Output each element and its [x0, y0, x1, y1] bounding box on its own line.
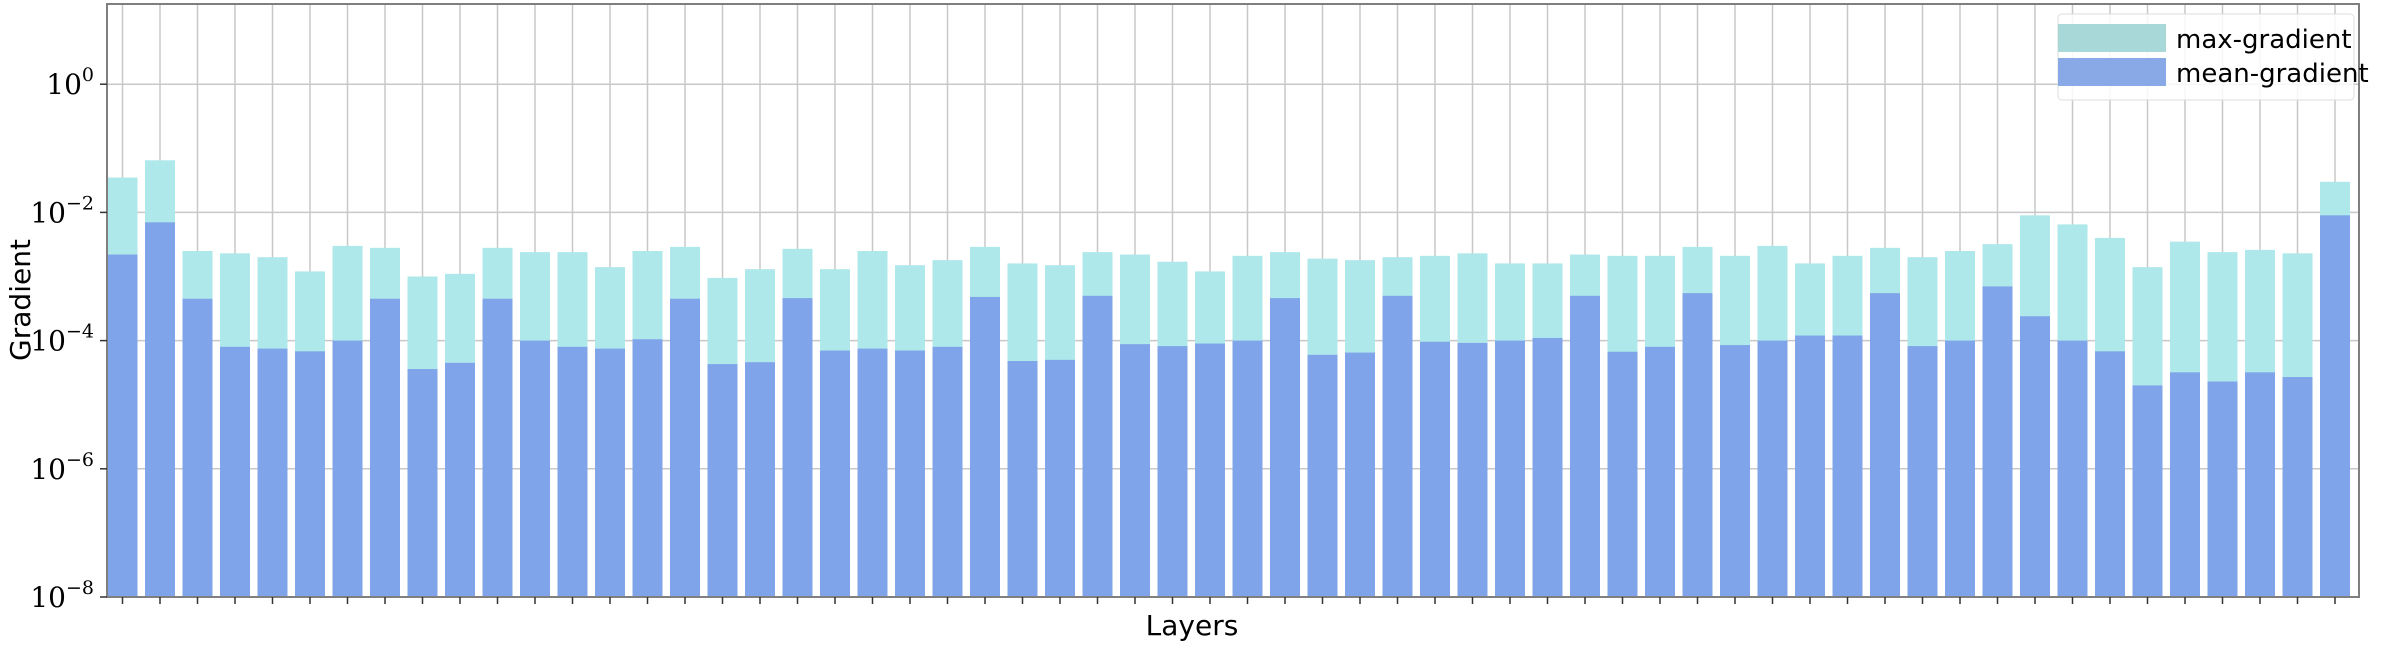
y-tick-label: 10−8: [30, 577, 94, 614]
bar-mean-gradient-41: [1607, 351, 1638, 597]
y-tick-label: 10−4: [30, 321, 94, 358]
bar-mean-gradient-48: [1870, 293, 1900, 597]
bar-mean-gradient-8: [370, 298, 400, 597]
bar-mean-gradient-25: [1007, 361, 1038, 597]
bar-mean-gradient-1: [107, 254, 138, 597]
bar-mean-gradient-16: [670, 298, 700, 597]
bar-mean-gradient-46: [1795, 335, 1825, 597]
bar-mean-gradient-60: [2320, 215, 2350, 597]
bar-mean-gradient-53: [2057, 340, 2088, 597]
x-axis-label: Layers: [1146, 609, 1239, 642]
bar-mean-gradient-7: [332, 340, 363, 597]
bar-mean-gradient-32: [1270, 298, 1300, 597]
bar-mean-gradient-22: [895, 350, 925, 597]
y-axis-label: Gradient: [4, 239, 37, 361]
y-axis-ticks: 100 10−2 10−4 10−6 10−8: [30, 64, 107, 614]
bar-mean-gradient-43: [1682, 293, 1713, 597]
bar-mean-gradient-17: [707, 364, 738, 597]
legend-label-mean-gradient: mean-gradient: [2176, 59, 2369, 89]
bar-mean-gradient-39: [1532, 337, 1563, 597]
bar-mean-gradient-33: [1307, 354, 1338, 597]
bar-mean-gradient-36: [1420, 341, 1450, 597]
bar-mean-gradient-51: [1982, 286, 2013, 597]
bar-mean-gradient-29: [1157, 346, 1188, 597]
bar-mean-gradient-42: [1645, 346, 1675, 597]
bar-mean-gradient-14: [595, 348, 625, 597]
bar-mean-gradient-30: [1195, 343, 1225, 597]
bar-mean-gradient-27: [1082, 295, 1113, 597]
bar-mean-gradient-6: [295, 351, 325, 597]
bar-mean-gradient-55: [2132, 385, 2163, 597]
bar-mean-gradient-15: [632, 339, 663, 597]
bar-mean-gradient-3: [182, 298, 213, 597]
bar-mean-gradient-40: [1570, 295, 1600, 597]
bar-mean-gradient-11: [482, 298, 513, 597]
bar-mean-gradient-35: [1382, 295, 1413, 597]
bar-mean-gradient-5: [257, 348, 288, 597]
bar-mean-gradient-31: [1232, 340, 1263, 597]
legend-swatch-mean-gradient: [2058, 58, 2166, 86]
y-tick-label: 10−6: [30, 449, 94, 486]
bar-mean-gradient-56: [2170, 372, 2200, 597]
y-tick-label: 100: [46, 64, 94, 101]
bar-mean-gradient-34: [1345, 352, 1375, 597]
bar-mean-gradient-58: [2245, 372, 2275, 597]
bar-mean-gradient-10: [445, 362, 475, 597]
bar-mean-gradient-24: [970, 296, 1000, 597]
bar-mean-gradient-13: [557, 346, 588, 597]
bar-mean-gradient-37: [1457, 342, 1488, 597]
bar-mean-gradient-50: [1945, 340, 1975, 597]
bar-mean-gradient-18: [745, 362, 775, 597]
legend: max-gradient mean-gradient: [2057, 13, 2369, 101]
bars-group: [107, 160, 2350, 598]
bar-mean-gradient-54: [2095, 351, 2125, 597]
bar-mean-gradient-9: [407, 369, 438, 597]
bar-mean-gradient-12: [520, 340, 550, 597]
legend-label-max-gradient: max-gradient: [2176, 25, 2352, 55]
bar-mean-gradient-59: [2282, 377, 2313, 597]
bar-mean-gradient-23: [932, 346, 963, 597]
bar-mean-gradient-45: [1757, 340, 1788, 597]
bar-mean-gradient-44: [1720, 345, 1750, 597]
legend-swatch-max-gradient: [2058, 24, 2166, 52]
bar-mean-gradient-2: [145, 222, 175, 597]
bar-mean-gradient-21: [857, 348, 888, 597]
bar-mean-gradient-4: [220, 346, 250, 597]
bar-mean-gradient-28: [1120, 344, 1150, 597]
bar-mean-gradient-20: [820, 350, 850, 597]
bar-mean-gradient-38: [1495, 340, 1525, 597]
bar-mean-gradient-26: [1045, 359, 1075, 597]
bar-mean-gradient-47: [1832, 335, 1863, 597]
plot-frame: [106, 3, 2360, 598]
y-tick-label: 10−2: [30, 192, 94, 229]
bar-mean-gradient-52: [2020, 316, 2050, 597]
bar-mean-gradient-19: [782, 298, 813, 597]
x-tick-marks: [121, 597, 2336, 604]
bar-mean-gradient-49: [1907, 346, 1938, 597]
bar-mean-gradient-57: [2207, 381, 2238, 597]
